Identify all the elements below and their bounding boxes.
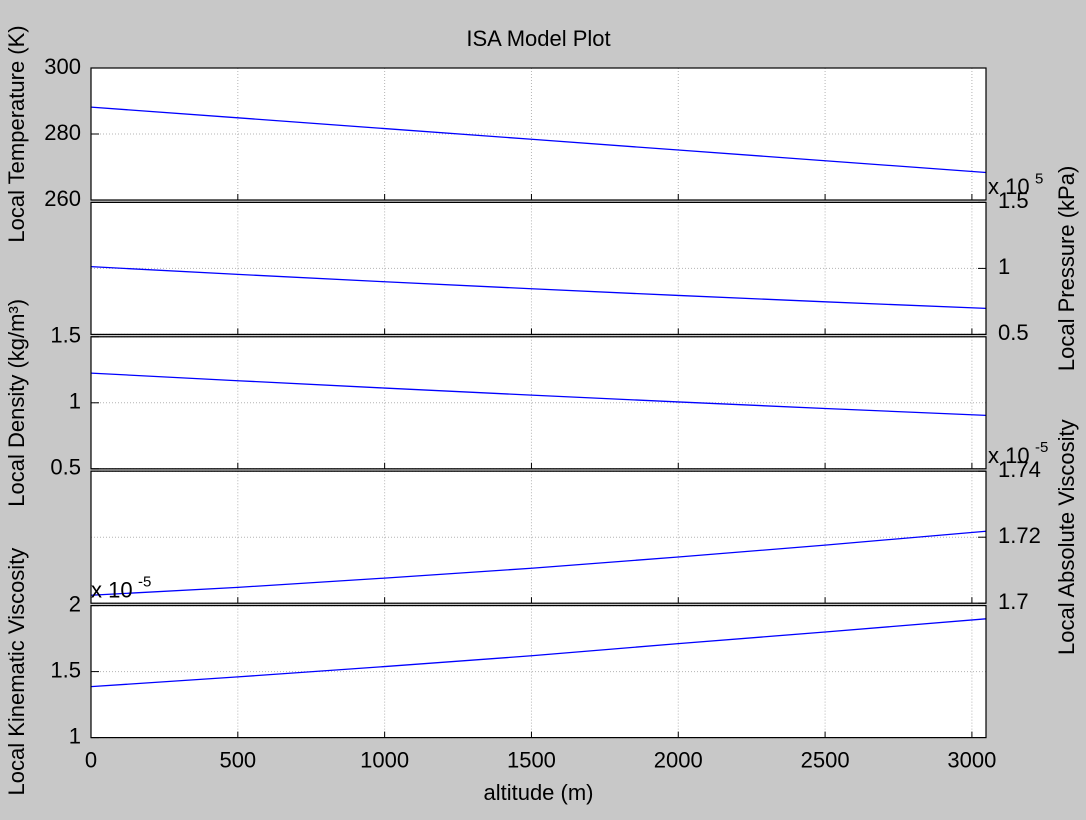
x-tick-label: 500 xyxy=(219,747,256,772)
y-tick-label: 0.5 xyxy=(50,455,81,480)
y-tick-label: 1.5 xyxy=(50,323,81,348)
x-tick-label: 1000 xyxy=(360,747,409,772)
y-tick-label: 300 xyxy=(44,54,81,79)
y-axis-label: Local Pressure (kPa) xyxy=(1054,166,1079,371)
axis-multiplier: x 10 xyxy=(91,577,133,602)
y-axis-label: Local Temperature (K) xyxy=(4,25,29,242)
line xyxy=(90,530,987,596)
y-tick-label: 1 xyxy=(998,254,1010,279)
y-tick-label: 2 xyxy=(69,591,81,616)
plot-frame xyxy=(90,604,987,739)
line xyxy=(90,106,987,174)
y-tick-label: 0.5 xyxy=(998,320,1029,345)
y-tick-label: 1 xyxy=(69,389,81,414)
line xyxy=(90,618,987,688)
chart-title: ISA Model Plot xyxy=(466,26,610,51)
line xyxy=(90,266,987,310)
y-axis-label: Local Kinematic Viscosity xyxy=(4,548,29,796)
x-tick-label: 0 xyxy=(85,747,97,772)
x-axis-label: altitude (m) xyxy=(483,780,593,805)
y-tick-label: 260 xyxy=(44,186,81,211)
y-tick-label: 1.72 xyxy=(998,523,1041,548)
plot-frame xyxy=(90,201,987,335)
plot-frame xyxy=(90,470,987,604)
plot-frame xyxy=(90,336,987,470)
x-tick-label: 1500 xyxy=(507,747,556,772)
axis-multiplier-exponent: -5 xyxy=(138,574,151,591)
x-tick-label: 3000 xyxy=(947,747,996,772)
x-tick-label: 2500 xyxy=(801,747,850,772)
x-tick-label: 2000 xyxy=(654,747,703,772)
y-axis-label: Local Density (kg/m³) xyxy=(4,299,29,507)
y-tick-label: 1.74 xyxy=(998,457,1041,482)
y-tick-label: 1.7 xyxy=(998,589,1029,614)
axis-multiplier-exponent: 5 xyxy=(1035,170,1043,187)
y-tick-label: 1.5 xyxy=(50,657,81,682)
y-axis-label: Local Absolute Viscosity xyxy=(1054,419,1079,655)
line xyxy=(90,372,987,417)
axis-multiplier: x 10 xyxy=(988,174,1030,199)
axis-multiplier-exponent: -5 xyxy=(1035,439,1048,456)
y-tick-label: 1 xyxy=(69,723,81,748)
plot-frame xyxy=(90,67,987,201)
y-tick-label: 280 xyxy=(44,120,81,145)
axis-multiplier: x 10 xyxy=(988,443,1030,468)
y-tick-label: 1.5 xyxy=(998,188,1029,213)
